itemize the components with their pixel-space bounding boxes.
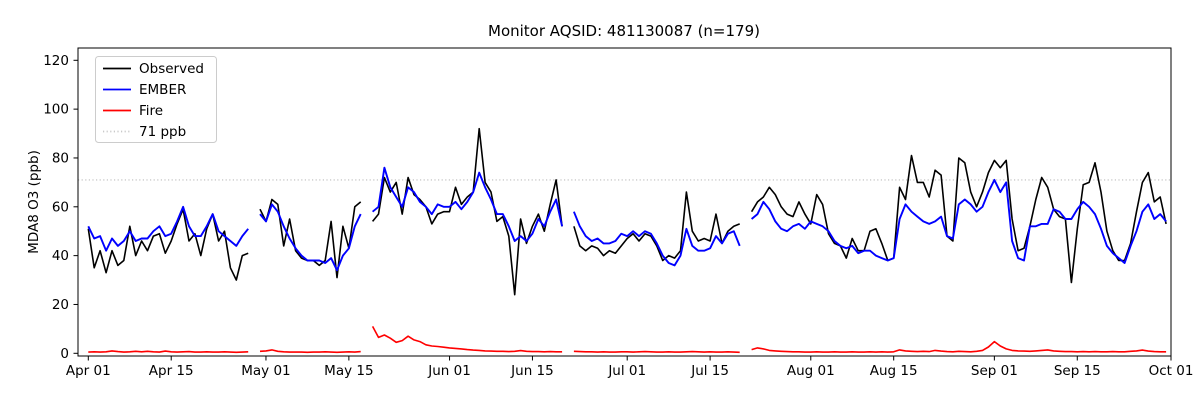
y-tick-label: 100: [43, 102, 69, 118]
x-tick-label: Aug 15: [870, 363, 918, 379]
legend-label: Observed: [139, 61, 204, 77]
chart-title: Monitor AQSID: 481130087 (n=179): [488, 22, 760, 40]
plot-frame: [77, 47, 1172, 357]
x-tick-label: Apr 01: [66, 363, 111, 379]
ember-line: [87, 166, 1167, 272]
legend-label: Fire: [139, 103, 163, 119]
x-tick-label: Sep 15: [1054, 363, 1101, 379]
x-tick-label: Aug 01: [787, 363, 835, 379]
x-tick-label: Jul 15: [690, 363, 729, 379]
y-axis-label: MDA8 O3 (ppb): [26, 150, 42, 254]
y-tick-label: 120: [43, 53, 69, 69]
x-tick-label: May 01: [241, 363, 290, 379]
x-tick-label: Oct 01: [1149, 363, 1194, 379]
x-tick-label: Jun 15: [510, 363, 554, 379]
legend-label: 71 ppb: [139, 124, 186, 140]
y-tick-label: 0: [60, 346, 69, 362]
observed-line: [87, 127, 1167, 296]
x-axis: Apr 01 Apr 15 May 01 May 15 Jun 01 Jun 15 Jul …: [66, 356, 1194, 379]
legend-label: EMBER: [139, 82, 186, 98]
y-tick-label: 80: [52, 150, 69, 166]
legend: Observed EMBER Fire 71 ppb: [95, 56, 217, 143]
series-layer: [87, 127, 1167, 354]
y-tick-label: 20: [52, 297, 69, 313]
x-tick-label: Jul 01: [607, 363, 646, 379]
fire-line: [88, 326, 1167, 354]
legend-box: [95, 56, 217, 143]
y-axis: 0 20 40 60 80 100 120: [43, 53, 78, 362]
x-tick-label: May 15: [324, 363, 373, 379]
y-tick-label: 40: [52, 248, 69, 264]
x-tick-label: Sep 01: [971, 363, 1018, 379]
y-tick-label: 60: [52, 199, 69, 215]
x-tick-label: Apr 15: [149, 363, 194, 379]
x-tick-label: Jun 01: [427, 363, 471, 379]
